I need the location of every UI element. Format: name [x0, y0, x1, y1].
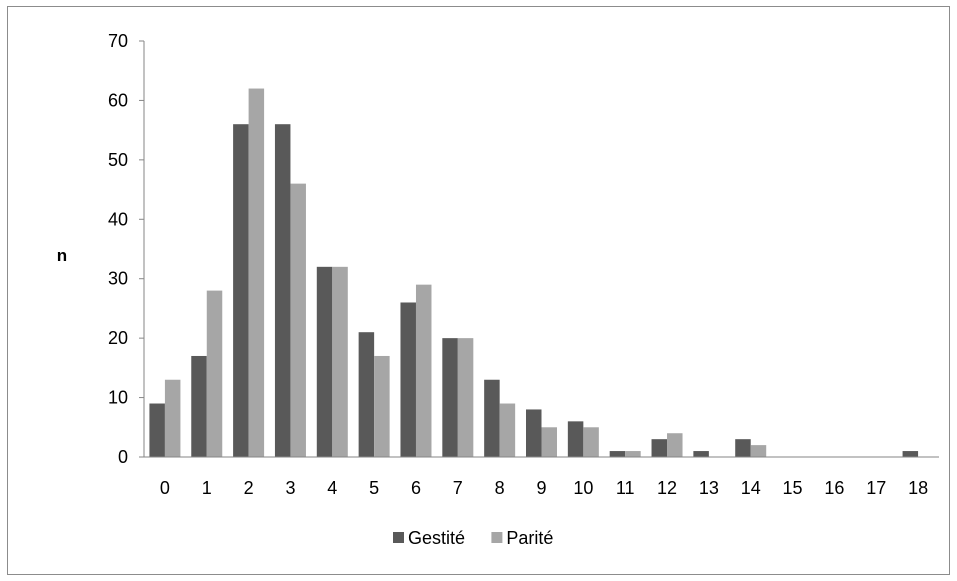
legend-label-parite: Parité	[506, 528, 553, 548]
x-tick-label: 16	[824, 478, 844, 498]
legend-swatch-parite	[491, 532, 503, 543]
y-tick-label: 40	[108, 209, 128, 229]
x-tick-label: 11	[616, 478, 635, 498]
bar-parite-0	[164, 379, 181, 457]
bar-parite-2	[248, 88, 265, 458]
y-tick-label: 0	[118, 447, 128, 467]
bar-parite-10	[583, 427, 599, 457]
bar-parite-9	[541, 427, 557, 457]
bar-gestite-9	[526, 409, 542, 457]
legend: Gestité Parité	[393, 528, 553, 548]
bar-parite-14	[750, 445, 767, 457]
x-tick-label: 7	[453, 478, 463, 498]
bar-parite-8	[499, 403, 516, 457]
x-tick-label: 18	[908, 478, 928, 498]
x-tick-label: 15	[783, 478, 803, 498]
x-tick-label: 10	[573, 478, 593, 498]
x-axis: 0 1 2 3 4 5 6 7 8 9 10 11 12 13 14 15 16 17 18	[144, 456, 939, 498]
bar-parite-11	[625, 451, 641, 457]
x-tick-label: 17	[866, 478, 886, 498]
x-tick-label: 9	[536, 478, 546, 498]
y-tick-label: 10	[108, 388, 128, 408]
bar-parite-1	[206, 290, 223, 457]
bar-gestite-10	[567, 421, 584, 457]
bar-parite-3	[290, 183, 306, 457]
bar-parite-12	[667, 433, 683, 457]
bar-gestite-6	[400, 302, 416, 457]
bar-gestite-4	[316, 266, 333, 457]
x-tick-label: 1	[202, 478, 212, 498]
bar-parite-5	[374, 355, 390, 457]
x-tick-label: 5	[369, 478, 379, 498]
y-tick-label: 20	[108, 328, 128, 348]
bar-gestite-3	[274, 124, 291, 457]
y-tick-label: 50	[108, 150, 128, 170]
legend-swatch-gestite	[393, 532, 404, 543]
bar-parite-6	[415, 284, 432, 457]
chart-frame: 0 10 20 30 40 50 60 70 0 1 2 3 4 5 6 7 8 9 10 11 12 13 14 15 16…	[7, 6, 950, 575]
bar-gestite-7	[442, 338, 458, 457]
x-tick-label: 0	[160, 478, 170, 498]
x-tick-label: 8	[495, 478, 505, 498]
bar-parite-4	[332, 266, 348, 457]
y-tick-label: 70	[108, 31, 128, 51]
bar-gestite-5	[358, 332, 375, 457]
x-tick-label: 2	[244, 478, 254, 498]
bar-gestite-12	[651, 439, 668, 457]
x-tick-label: 13	[699, 478, 719, 498]
bar-gestite-11	[609, 451, 626, 457]
bar-gestite-14	[735, 439, 751, 457]
legend-label-gestite: Gestité	[408, 528, 465, 548]
bar-gestite-18	[902, 451, 919, 457]
bar-parite-7	[457, 338, 474, 457]
bar-gestite-8	[484, 379, 500, 457]
bar-gestite-1	[191, 355, 207, 457]
bar-gestite-0	[149, 403, 165, 457]
x-tick-label: 6	[411, 478, 421, 498]
bar-gestite-2	[233, 124, 249, 457]
x-tick-label: 3	[285, 478, 295, 498]
bars	[149, 88, 919, 458]
y-tick-label: 30	[108, 269, 128, 289]
x-tick-label: 14	[741, 478, 761, 498]
x-tick-label: 4	[327, 478, 337, 498]
bar-gestite-13	[693, 451, 709, 457]
y-tick-label: 60	[108, 90, 128, 110]
y-axis: 0 10 20 30 40 50 60 70	[108, 31, 145, 467]
y-axis-label: n	[57, 246, 67, 265]
x-tick-label: 12	[657, 478, 677, 498]
